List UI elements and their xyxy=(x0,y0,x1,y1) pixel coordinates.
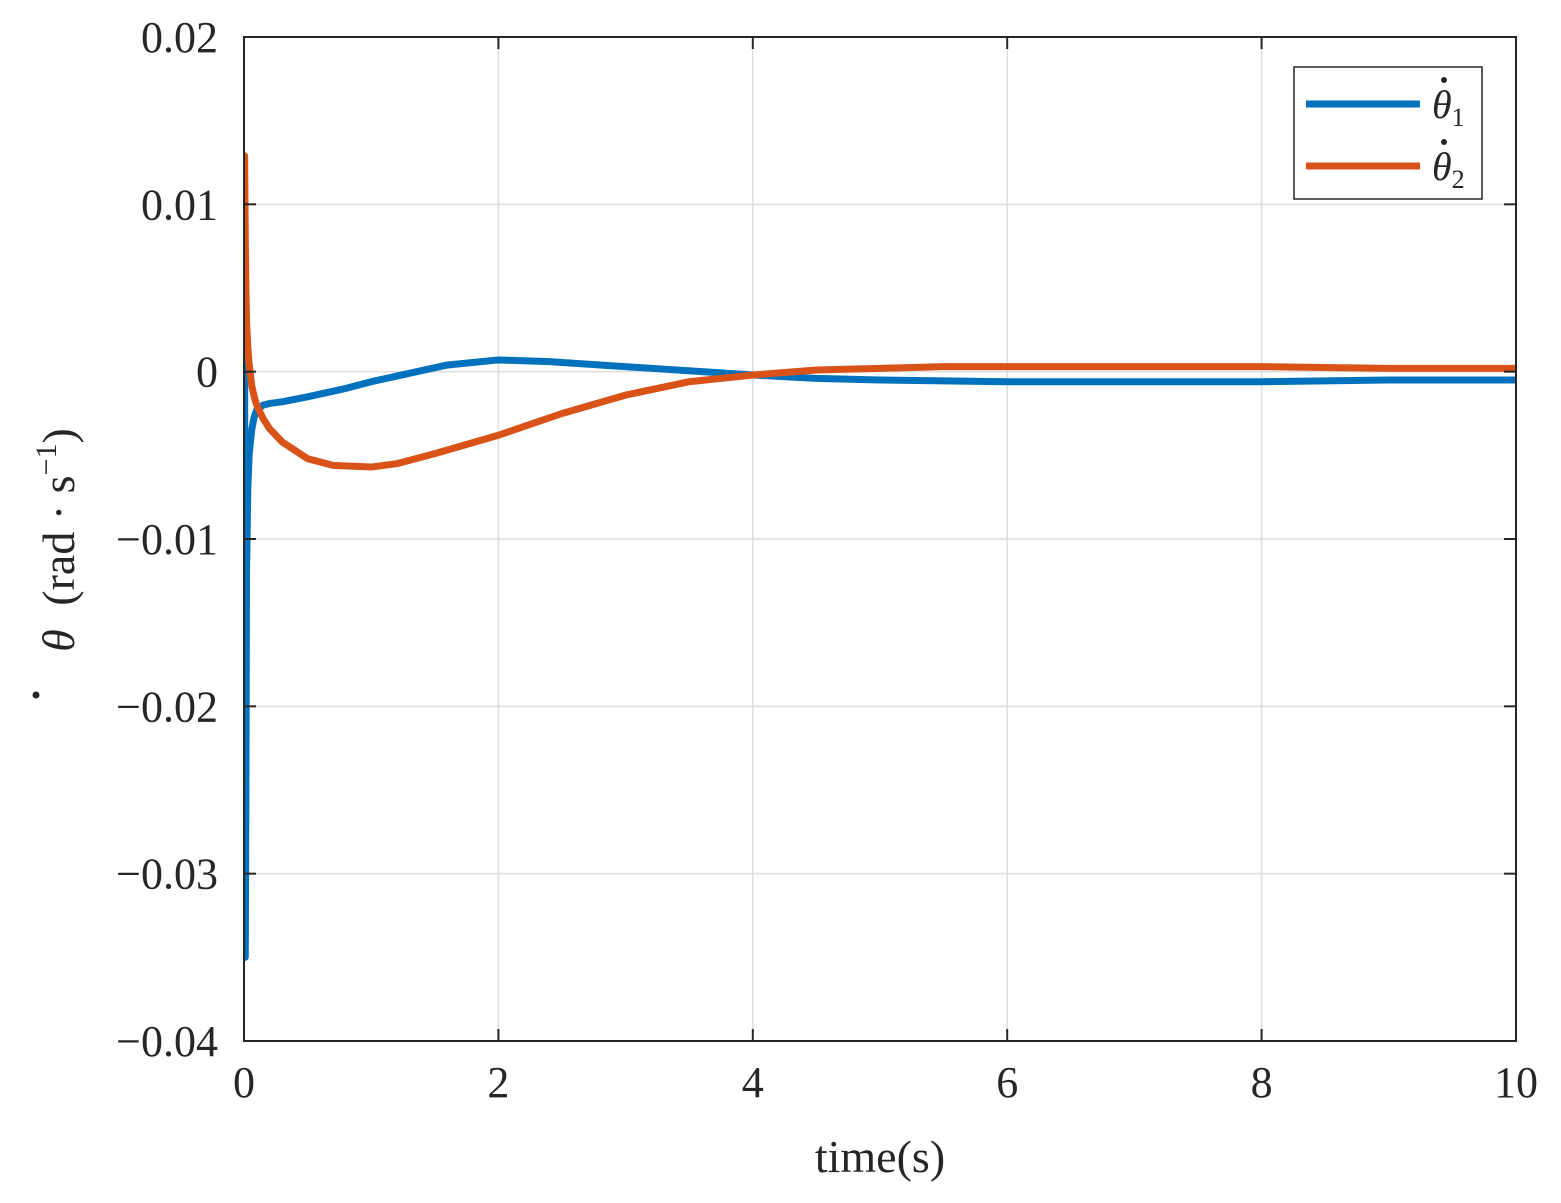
y-tick-labels: −0.04 −0.03 −0.02 −0.01 0 0.01 0.02 xyxy=(116,13,218,1066)
x-tick-label: 6 xyxy=(996,1058,1018,1107)
y-axis-label: θ (rad · s−1) xyxy=(30,428,84,699)
x-tick-label: 10 xyxy=(1494,1058,1538,1107)
y-tick-label: 0.02 xyxy=(141,13,218,62)
series-line-1 xyxy=(244,338,1516,961)
legend-label-2: θ2 xyxy=(1432,144,1465,194)
y-axis-symbol: θ xyxy=(33,629,84,652)
y-axis-dot-accent xyxy=(32,691,40,699)
y-tick-label: −0.03 xyxy=(116,850,218,899)
y-tick-label: −0.04 xyxy=(116,1017,218,1066)
legend-dot-accent-2 xyxy=(1441,139,1447,145)
x-tick-label: 8 xyxy=(1251,1058,1273,1107)
y-axis-unit-exponent: −1 xyxy=(30,444,63,476)
legend-label-1: θ1 xyxy=(1432,82,1465,132)
x-tick-label: 2 xyxy=(487,1058,509,1107)
series-layer xyxy=(244,152,1516,961)
legend-box xyxy=(1293,66,1483,200)
legend-dot-accent-1 xyxy=(1441,77,1447,83)
ticks xyxy=(243,36,1517,1042)
y-tick-label: −0.02 xyxy=(116,682,218,731)
y-axis-unit: (rad · s xyxy=(33,475,84,605)
svg-text:θ (rad · s−1): θ (rad · s−1) xyxy=(30,428,84,652)
y-tick-label: 0.01 xyxy=(141,180,218,229)
x-tick-label: 4 xyxy=(742,1058,764,1107)
y-tick-label: −0.01 xyxy=(116,515,218,564)
y-tick-label: 0 xyxy=(196,348,218,397)
x-tick-labels: 0 2 4 6 8 10 xyxy=(233,1058,1538,1107)
y-axis-unit-close: ) xyxy=(33,428,84,443)
x-tick-label: 0 xyxy=(233,1058,255,1107)
series-line-2 xyxy=(244,152,1516,471)
x-axis-label: time(s) xyxy=(815,1131,945,1182)
